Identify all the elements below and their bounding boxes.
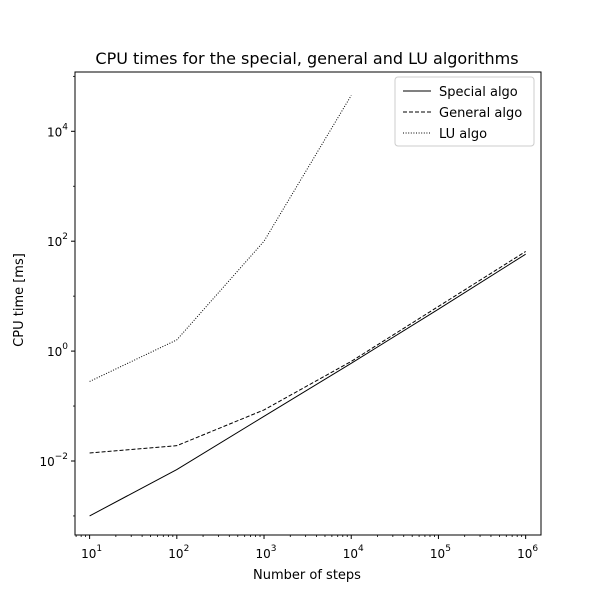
plot-frame: [74, 71, 542, 536]
legend-label: LU algo: [439, 127, 487, 142]
series-layer: [89, 95, 526, 517]
chart-title: CPU times for the special, general and L…: [95, 49, 518, 68]
legend: Special algo General algo LU algo: [394, 76, 535, 147]
x-tick-label: 101: [81, 544, 102, 561]
x-axis-label: Number of steps: [253, 568, 361, 583]
legend-label: Special algo: [439, 85, 518, 100]
x-tick-label: 104: [343, 544, 364, 561]
legend-box: [394, 76, 535, 147]
legend-label: General algo: [439, 106, 522, 121]
series-line-1: [89, 253, 526, 517]
x-tick-label: 106: [517, 544, 538, 561]
y-tick-label: 102: [47, 232, 68, 249]
ticks-layer: 101 102 103 104 105 106 10−2 100 102 104: [39, 75, 538, 561]
x-tick-label: 105: [430, 544, 451, 561]
y-tick-label: 10−2: [39, 452, 68, 469]
y-tick-label: 104: [47, 122, 68, 139]
y-axis-label: CPU time [ms]: [12, 253, 27, 347]
y-tick-label: 100: [47, 342, 68, 359]
x-tick-label: 103: [256, 544, 277, 561]
x-tick-label: 102: [168, 544, 189, 561]
series-line-2: [89, 251, 526, 454]
